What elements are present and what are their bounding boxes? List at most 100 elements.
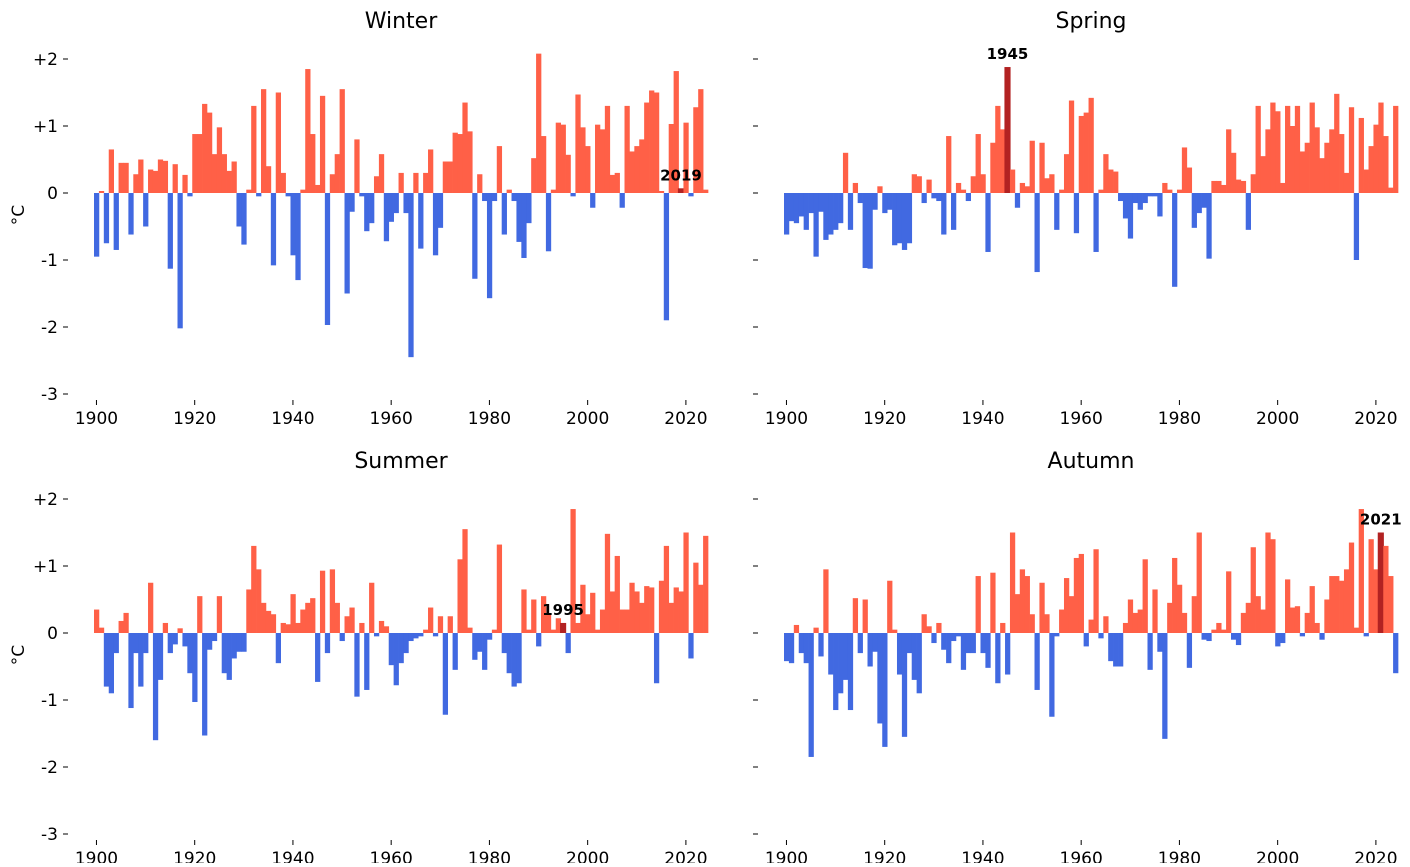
x-tick-label: 1960 [1060, 409, 1103, 429]
bar [995, 105, 1001, 193]
chart-title: Summer [354, 449, 448, 474]
bar [241, 193, 247, 245]
bar [216, 127, 223, 193]
bar [663, 193, 670, 321]
x-tick-label: 1980 [468, 849, 511, 863]
bars [94, 509, 709, 741]
bar [1039, 582, 1045, 633]
bar [128, 633, 134, 709]
bar [1054, 633, 1060, 637]
bar [693, 562, 699, 633]
bar [536, 633, 542, 647]
bar [521, 193, 527, 258]
bar [960, 189, 967, 193]
x-tick-label: 1900 [75, 849, 118, 863]
bar [511, 633, 517, 687]
bar [644, 102, 650, 193]
bar [1196, 532, 1202, 633]
bars [784, 509, 1399, 757]
bar [1324, 142, 1330, 193]
bar [872, 633, 878, 652]
bar [216, 596, 223, 633]
bar [246, 589, 252, 633]
panel-summer: Summer °C +2+10-1-2-3 1900 1920 1940 1960 19… [9, 449, 709, 867]
bar [462, 102, 468, 193]
bar [442, 161, 449, 193]
bar [447, 161, 453, 193]
bar [1127, 193, 1134, 239]
x-tick-label: 1940 [271, 409, 314, 429]
bar [1019, 569, 1026, 633]
bar [1201, 633, 1207, 640]
bar [693, 107, 699, 193]
bar [1260, 156, 1266, 193]
bar [1142, 193, 1148, 204]
bar [1000, 129, 1006, 193]
bar [575, 622, 581, 633]
bar [408, 633, 414, 642]
bar [784, 193, 790, 235]
bar [256, 193, 262, 197]
bar [280, 622, 286, 633]
bar [965, 193, 971, 202]
x-tick-label: 1920 [173, 849, 216, 863]
bar [1285, 579, 1291, 633]
bar [182, 633, 188, 647]
x-tick-label: 1940 [271, 849, 314, 863]
bar [1019, 182, 1026, 193]
bar [206, 112, 213, 193]
x-tick-label: 2000 [566, 409, 609, 429]
bar [324, 193, 331, 325]
bar [985, 633, 991, 668]
y-axis-label: °C [9, 645, 29, 665]
y-tick-label: +1 [33, 557, 58, 577]
bar [931, 633, 937, 644]
bar [1118, 633, 1124, 667]
bar [1162, 182, 1168, 193]
bar [236, 633, 242, 652]
bar [688, 633, 694, 659]
bar [506, 189, 512, 193]
bar [980, 174, 986, 193]
bar [823, 569, 829, 633]
bar [1063, 154, 1070, 193]
y-tick-label: +1 [33, 117, 58, 137]
y-tick-label: -3 [41, 825, 58, 845]
bar [418, 633, 424, 637]
bar [1270, 539, 1276, 633]
bar [452, 132, 458, 193]
bar [516, 193, 522, 242]
bar [599, 609, 606, 633]
bar [403, 633, 409, 654]
x-tick-label: 1920 [863, 849, 906, 863]
bar [555, 122, 561, 193]
bar [1368, 539, 1374, 633]
bar [857, 193, 863, 204]
bar [1103, 616, 1109, 633]
bar [241, 633, 247, 652]
bar [639, 139, 645, 193]
bar [536, 53, 542, 193]
bar [1108, 169, 1114, 193]
y-axis: +2 +1 0 -1 -2 -3 [33, 490, 68, 845]
bar [236, 193, 242, 227]
bar [1078, 553, 1084, 633]
bar [1142, 559, 1148, 633]
bar [1343, 172, 1350, 193]
bar [828, 193, 834, 235]
bar [1280, 633, 1286, 644]
bar [683, 532, 689, 633]
bar [1319, 633, 1325, 640]
bar [496, 544, 503, 633]
bar [619, 609, 625, 633]
bar [599, 129, 606, 193]
bar [1280, 182, 1286, 193]
bar [285, 193, 291, 197]
y-tick-label: -2 [41, 758, 58, 778]
bar [1289, 126, 1296, 193]
bar [545, 614, 552, 633]
bar [540, 596, 547, 633]
bar [1309, 586, 1315, 633]
bar [1304, 142, 1310, 193]
bar [290, 193, 296, 256]
